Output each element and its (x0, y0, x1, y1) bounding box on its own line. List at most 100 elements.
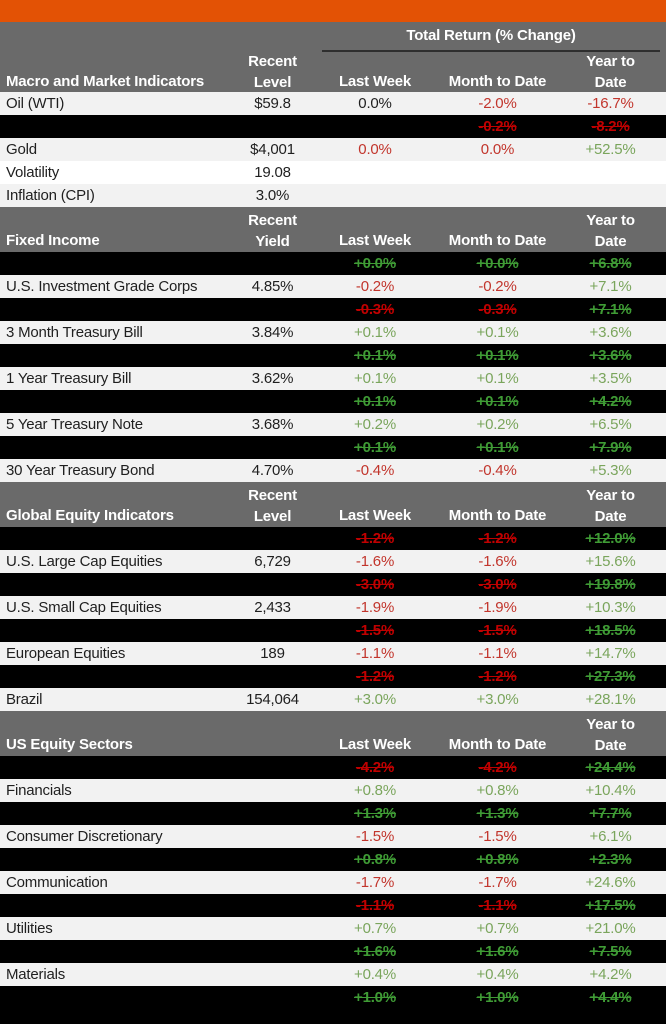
col-header-year-to-date: Year to Date (555, 714, 666, 756)
last-week-cell: +0.0% (354, 255, 396, 272)
redacted-row: -1.2% -1.2% +27.3% (0, 665, 666, 688)
col-header-recent-level: Recent Level (235, 51, 310, 93)
row-label: Financials (6, 782, 72, 799)
last-week-cell: +0.1% (354, 439, 396, 456)
row-label (0, 527, 235, 550)
year-to-date-cell: +10.3% (585, 599, 636, 616)
redacted-row: +0.0% +0.0% +6.8% (0, 252, 666, 275)
year-to-label: Year to (586, 487, 635, 504)
year-to-date-cell: +12.0% (585, 530, 636, 547)
month-to-date-cell: -0.4% (478, 462, 517, 479)
last-week-cell: -1.1% (355, 897, 395, 914)
col-header-last-week: Last Week (338, 507, 412, 524)
month-to-date-cell: +0.0% (476, 255, 519, 272)
month-to-date-cell: -0.2% (478, 278, 517, 295)
last-week-cell: -0.2% (355, 278, 395, 295)
month-to-date-cell: -0.3% (478, 301, 517, 318)
year-to-date-cell: +3.5% (589, 370, 632, 387)
row-label (0, 252, 235, 275)
section-header-us-equity-sectors: US Equity Sectors Last Week Month to Date Y… (0, 711, 666, 756)
year-to-date-cell: -16.7% (587, 95, 634, 112)
recent-level-cell: 4.85% (251, 278, 294, 295)
row-label: Utilities (6, 920, 53, 937)
recent-level-cell: 3.62% (251, 370, 294, 387)
recent-level-cell: 6,729 (254, 553, 291, 570)
row-label: Materials (6, 966, 66, 983)
month-to-date-cell: +0.2% (476, 416, 519, 433)
row-label (0, 756, 235, 779)
recent-level-cell (235, 848, 310, 871)
recent-level-cell: $59.8 (254, 95, 291, 112)
section-header-fixed-income: Fixed Income Recent Yield Last Week Month to… (0, 207, 666, 252)
year-to-date-cell: +28.1% (585, 691, 636, 708)
recent-level-cell (235, 894, 310, 917)
last-week-cell: +0.4% (354, 966, 396, 983)
year-to-date-cell: +14.7% (585, 645, 636, 662)
row-label (0, 298, 235, 321)
col-header-last-week: Last Week (338, 73, 412, 90)
month-to-date-cell: -1.5% (478, 622, 517, 639)
row-label: Gold (6, 141, 37, 158)
table-row: 3 Month Treasury Bill 3.84% +0.1% +0.1% +3.6… (0, 321, 666, 344)
last-week-cell (310, 184, 440, 207)
column-header-row: Global Equity Indicators Recent Level Last … (0, 482, 666, 527)
last-week-cell: +0.7% (354, 920, 396, 937)
month-to-date-cell: -1.1% (478, 645, 517, 662)
row-label (0, 802, 235, 825)
row-label (0, 619, 235, 642)
redacted-row: +1.6% +1.6% +7.5% (0, 940, 666, 963)
date-label: Date (594, 508, 627, 525)
month-to-date-cell: +0.7% (476, 920, 519, 937)
recent-level-cell: 2,433 (254, 599, 291, 616)
month-to-date-cell: -1.6% (478, 553, 517, 570)
section-title: Macro and Market Indicators (6, 73, 204, 90)
year-to-date-cell: +7.9% (589, 439, 632, 456)
last-week-cell: -1.1% (355, 645, 395, 662)
year-to-date-cell: +19.8% (585, 576, 636, 593)
month-to-date-cell (440, 161, 555, 184)
date-label: Date (594, 233, 627, 250)
last-week-cell: -1.7% (355, 874, 395, 891)
month-to-date-cell: -4.2% (478, 759, 517, 776)
year-to-date-cell: +24.4% (585, 759, 636, 776)
recent-level-cell (235, 527, 310, 550)
month-to-date-cell: +3.0% (476, 691, 519, 708)
last-week-cell: 0.0% (358, 141, 392, 158)
year-to-date-cell: +2.3% (589, 851, 632, 868)
last-week-cell: +0.1% (354, 393, 396, 410)
recent-level-cell (235, 825, 310, 848)
recent-label: Recent (248, 212, 297, 229)
row-label: U.S. Small Cap Equities (6, 599, 162, 616)
year-to-label: Year to (586, 212, 635, 229)
month-to-date-cell: -1.9% (478, 599, 517, 616)
recent-level-cell (235, 871, 310, 894)
section-title: Global Equity Indicators (6, 507, 174, 524)
redacted-row: -4.2% -4.2% +24.4% (0, 756, 666, 779)
section-header-global-equity-indicators: Global Equity Indicators Recent Level Last … (0, 482, 666, 527)
last-week-cell: +0.1% (354, 324, 396, 341)
month-to-date-cell: 0.0% (480, 141, 515, 158)
row-label: 30 Year Treasury Bond (6, 462, 155, 479)
redacted-row: -1.1% -1.1% +17.5% (0, 894, 666, 917)
recent-level-cell: $4,001 (250, 141, 295, 158)
table-row: European Equities 189 -1.1% -1.1% +14.7% (0, 642, 666, 665)
last-week-cell: +0.1% (354, 347, 396, 364)
row-label: Inflation (CPI) (6, 187, 95, 204)
last-week-cell: -0.4% (355, 462, 395, 479)
column-header-row: US Equity Sectors Last Week Month to Date Y… (0, 711, 666, 756)
table-row: Brazil 154,064 +3.0% +3.0% +28.1% (0, 688, 666, 711)
recent-level-cell: 3.84% (251, 324, 294, 341)
month-to-date-cell: +0.1% (476, 393, 519, 410)
last-week-cell: +1.0% (354, 989, 396, 1006)
month-to-date-cell: -3.0% (478, 576, 517, 593)
row-label (0, 390, 235, 413)
year-to-date-cell: +7.7% (589, 805, 632, 822)
date-label: Date (594, 737, 627, 754)
table-row: 30 Year Treasury Bond 4.70% -0.4% -0.4% +5.3… (0, 459, 666, 482)
recent-label: Recent (248, 487, 297, 504)
table-row: Volatility 19.08 (0, 161, 666, 184)
year-to-date-cell: +4.2% (589, 393, 632, 410)
recent-level-cell: 154,064 (246, 691, 299, 708)
table-row: 5 Year Treasury Note 3.68% +0.2% +0.2% +6.5% (0, 413, 666, 436)
